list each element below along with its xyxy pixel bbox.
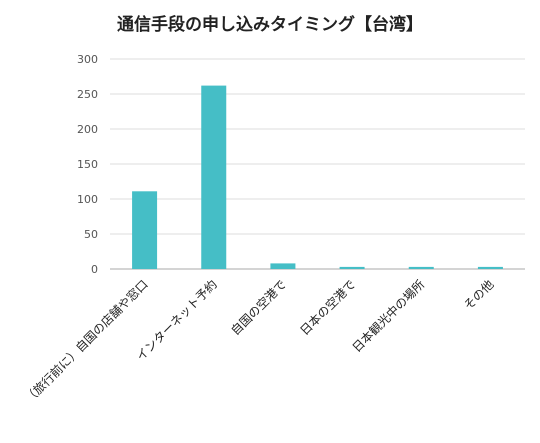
y-tick-label: 250 <box>77 88 98 101</box>
y-tick-label: 200 <box>77 123 98 136</box>
y-tick-label: 0 <box>91 263 98 276</box>
x-category-label: 日本の空港で <box>297 277 358 338</box>
bar <box>132 191 158 269</box>
x-category-label: （旅行前に）自国の店舗や窓口 <box>21 277 150 406</box>
bar <box>477 266 503 269</box>
bar <box>270 263 296 269</box>
y-tick-label: 100 <box>77 193 98 206</box>
x-category-label: 日本観光中の場所 <box>349 277 427 355</box>
y-tick-label: 300 <box>77 53 98 66</box>
bar <box>408 266 434 269</box>
chart-title: 通信手段の申し込みタイミング【台湾】 <box>117 15 423 35</box>
x-category-label: その他 <box>461 277 496 312</box>
y-tick-label: 150 <box>77 158 98 171</box>
y-tick-label: 50 <box>84 228 98 241</box>
bar <box>201 85 227 269</box>
bar <box>339 266 365 269</box>
x-category-label: 自国の空港で <box>228 277 289 338</box>
